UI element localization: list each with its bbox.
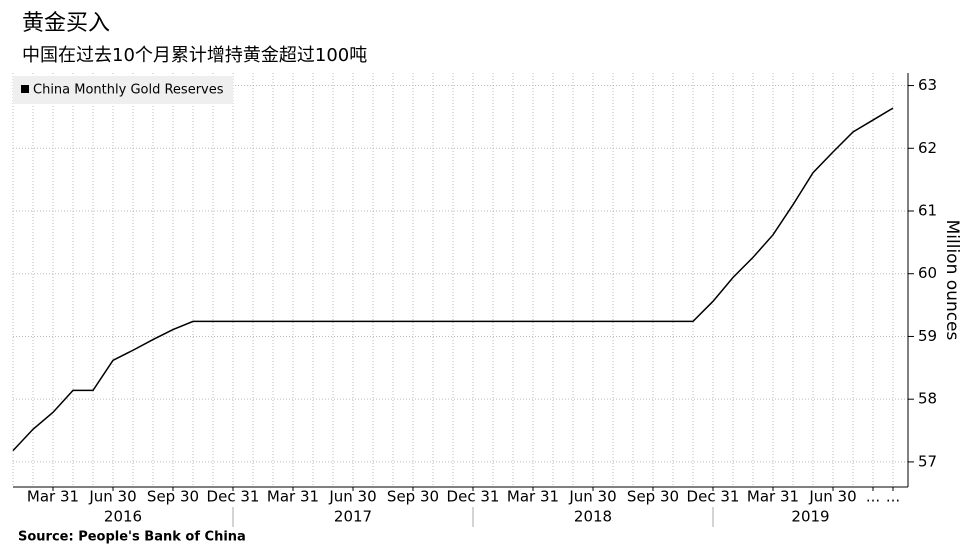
x-tick-label: Mar 31 [27,488,79,506]
x-tick-label: Sep 30 [387,488,439,506]
x-tick-label: ... [866,488,880,506]
y-tick-label: 62 [918,139,937,157]
x-tick-label: Sep 30 [147,488,199,506]
x-tick-label: Mar 31 [267,488,319,506]
x-tick-label: Jun 30 [568,488,616,506]
year-label: 2019 [791,508,829,526]
x-tick-label: Mar 31 [507,488,559,506]
source: Source: People's Bank of China [18,530,246,545]
y-tick-label: 63 [918,76,937,94]
x-tick-label: Jun 30 [808,488,856,506]
year-label: 2017 [334,508,372,526]
chart-subtitle: 中国在过去10个月累计增持黄金超过100吨 [22,45,367,66]
x-tick-label: Jun 30 [88,488,136,506]
line [12,107,894,452]
legend-swatch [21,85,29,93]
chart-title: 黄金买入 [22,11,110,36]
year-label: 2018 [574,508,612,526]
y-axis-label: Million ounces [942,220,962,341]
legend-box [13,76,233,104]
x-tick-label: Sep 30 [627,488,679,506]
x-tick-label: Dec 31 [447,488,500,506]
y-tick-label: 58 [918,390,937,408]
year-label: 2016 [104,508,142,526]
legend-label: China Monthly Gold Reserves [33,83,224,98]
x-tick-label: Mar 31 [747,488,799,506]
x-tick-label: Dec 31 [207,488,260,506]
y-tick-label: 60 [918,264,937,282]
y-tick-label: 59 [918,327,937,345]
y-tick-label: 57 [918,452,937,470]
x-tick-label: ... [886,488,900,506]
x-tick-label: Dec 31 [687,488,740,506]
x-tick-label: Jun 30 [328,488,376,506]
y-tick-label: 61 [918,202,937,220]
